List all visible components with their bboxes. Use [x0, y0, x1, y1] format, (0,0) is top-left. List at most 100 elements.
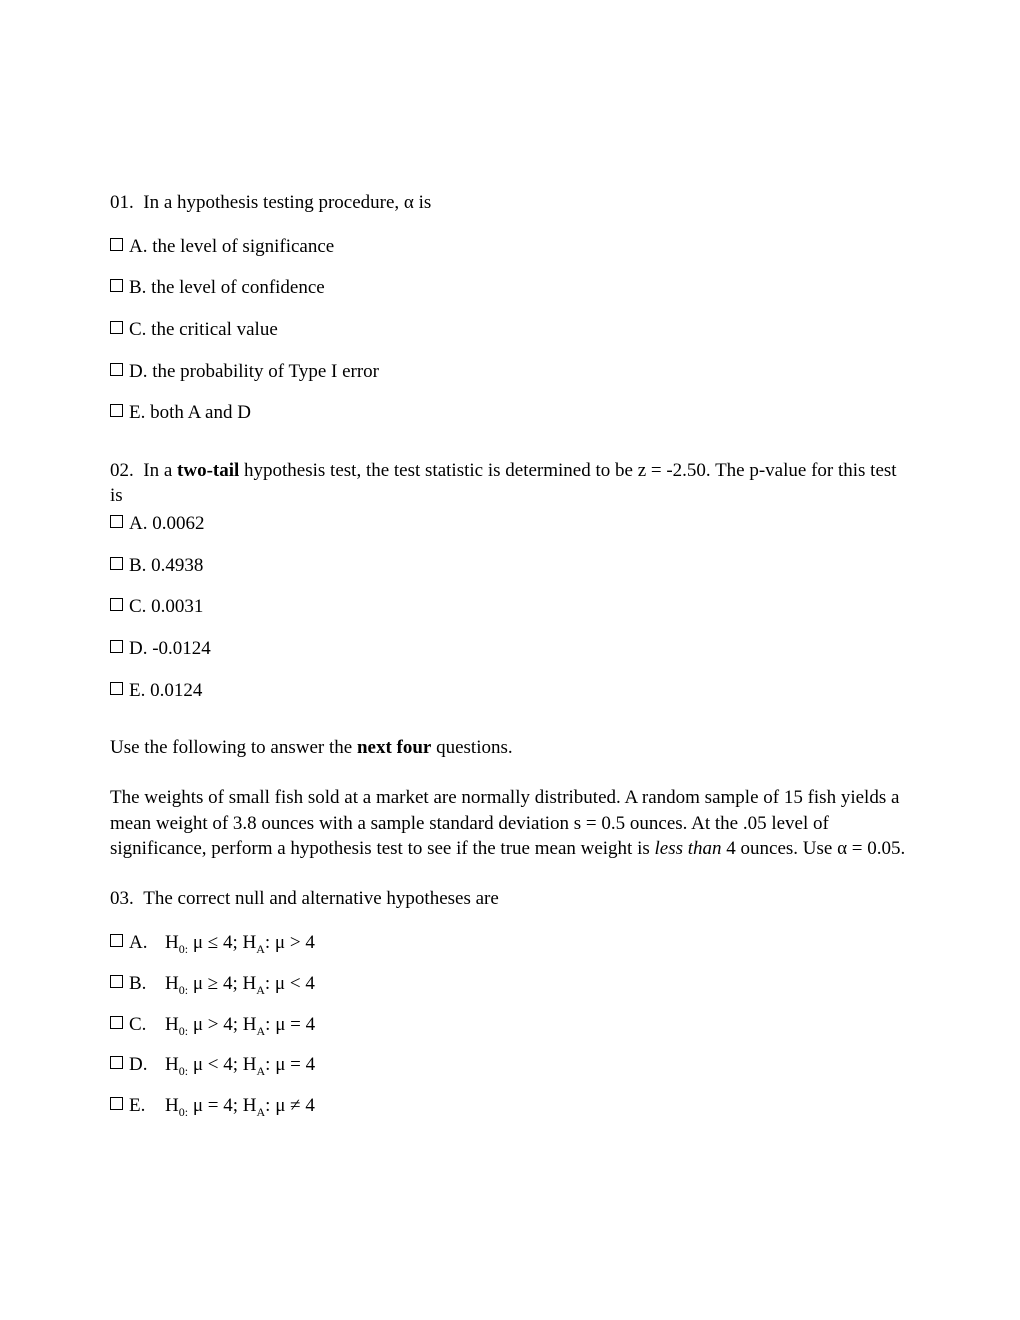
ha-sub: A	[257, 1064, 266, 1078]
h0-label: H	[165, 1014, 179, 1035]
question-1: 01. In a hypothesis testing procedure, α…	[110, 190, 910, 426]
q3-e-ha: μ ≠ 4	[275, 1095, 315, 1116]
checkbox-icon[interactable]	[110, 363, 123, 376]
instruction-pre: Use the following to answer the	[110, 737, 357, 758]
q1-option-d[interactable]: D. the probability of Type I error	[110, 359, 910, 385]
colon: :	[265, 932, 275, 953]
q3-d-h0: μ < 4	[193, 1054, 233, 1075]
checkbox-icon[interactable]	[110, 515, 123, 528]
q3-option-a[interactable]: A.H0: μ ≤ 4; HA: μ > 4	[110, 930, 910, 957]
checkbox-icon[interactable]	[110, 934, 123, 947]
colon: :	[265, 973, 275, 994]
h0-label: H	[165, 973, 179, 994]
ha-sub: A	[256, 982, 265, 996]
checkbox-icon[interactable]	[110, 557, 123, 570]
q3-option-a-label: A.H0: μ ≤ 4; HA: μ > 4	[129, 930, 315, 957]
h0-sub: 0:	[179, 1105, 188, 1119]
checkbox-icon[interactable]	[110, 975, 123, 988]
q3-letter: A.	[129, 930, 165, 956]
q3-letter: B.	[129, 971, 165, 997]
ha-label: H	[243, 1095, 257, 1116]
colon: :	[265, 1095, 275, 1116]
checkbox-icon[interactable]	[110, 321, 123, 334]
q2-bold: two-tail	[177, 460, 239, 481]
sep: ;	[232, 932, 242, 953]
q1-option-c-label: C. the critical value	[129, 317, 278, 343]
ha-label: H	[243, 1014, 257, 1035]
q3-prompt: The correct null and alternative hypothe…	[143, 888, 499, 909]
q3-c-h0: μ > 4	[193, 1014, 233, 1035]
q3-c-ha: μ = 4	[275, 1014, 315, 1035]
q1-number: 01.	[110, 192, 134, 213]
ha-label: H	[243, 1054, 257, 1075]
q3-option-d[interactable]: D.H0: μ < 4; HA: μ = 4	[110, 1052, 910, 1079]
q1-option-b[interactable]: B. the level of confidence	[110, 275, 910, 301]
checkbox-icon[interactable]	[110, 640, 123, 653]
instruction-post: questions.	[431, 737, 512, 758]
h0-sub: 0:	[179, 1023, 188, 1037]
q2-option-a-label: A. 0.0062	[129, 511, 204, 537]
q3-a-h0: μ ≤ 4	[193, 932, 233, 953]
checkbox-icon[interactable]	[110, 1056, 123, 1069]
q3-number: 03.	[110, 888, 134, 909]
q1-option-a-label: A. the level of significance	[129, 234, 334, 260]
q1-option-c[interactable]: C. the critical value	[110, 317, 910, 343]
q3-b-ha: μ < 4	[275, 973, 315, 994]
h0-label: H	[165, 932, 179, 953]
question-1-text: 01. In a hypothesis testing procedure, α…	[110, 190, 910, 216]
q3-option-c[interactable]: C.H0: μ > 4; HA: μ = 4	[110, 1012, 910, 1039]
checkbox-icon[interactable]	[110, 682, 123, 695]
q3-letter: C.	[129, 1012, 165, 1038]
q3-option-c-label: C.H0: μ > 4; HA: μ = 4	[129, 1012, 315, 1039]
h0-label: H	[165, 1095, 179, 1116]
instruction-bold: next four	[357, 737, 431, 758]
q2-option-d[interactable]: D. -0.0124	[110, 636, 910, 662]
q1-prompt: In a hypothesis testing procedure, α is	[143, 192, 431, 213]
q3-option-e-label: E.H0: μ = 4; HA: μ ≠ 4	[129, 1093, 315, 1120]
q2-option-e-label: E. 0.0124	[129, 678, 202, 704]
q2-option-d-label: D. -0.0124	[129, 636, 211, 662]
q2-pre: In a	[143, 460, 177, 481]
h0-sub: 0:	[179, 941, 188, 955]
scenario-text: The weights of small fish sold at a mark…	[110, 785, 910, 862]
h0-label: H	[165, 1054, 179, 1075]
h0-sub: 0:	[179, 982, 188, 996]
q1-option-a[interactable]: A. the level of significance	[110, 234, 910, 260]
checkbox-icon[interactable]	[110, 279, 123, 292]
question-2: 02. In a two-tail hypothesis test, the t…	[110, 458, 910, 703]
q3-e-h0: μ = 4	[193, 1095, 233, 1116]
sep: ;	[233, 1054, 243, 1075]
q2-option-c[interactable]: C. 0.0031	[110, 594, 910, 620]
sep: ;	[232, 973, 242, 994]
ha-sub: A	[257, 1105, 266, 1119]
colon: :	[265, 1054, 275, 1075]
checkbox-icon[interactable]	[110, 1097, 123, 1110]
q1-option-d-label: D. the probability of Type I error	[129, 359, 379, 385]
sep: ;	[233, 1014, 243, 1035]
ha-sub: A	[257, 1023, 266, 1037]
q2-option-b[interactable]: B. 0.4938	[110, 553, 910, 579]
checkbox-icon[interactable]	[110, 238, 123, 251]
q3-option-b[interactable]: B.H0: μ ≥ 4; HA: μ < 4	[110, 971, 910, 998]
q3-letter: E.	[129, 1093, 165, 1119]
q3-a-ha: μ > 4	[275, 932, 315, 953]
checkbox-icon[interactable]	[110, 1016, 123, 1029]
q3-b-h0: μ ≥ 4	[193, 973, 233, 994]
checkbox-icon[interactable]	[110, 598, 123, 611]
q1-option-b-label: B. the level of confidence	[129, 275, 325, 301]
q2-option-e[interactable]: E. 0.0124	[110, 678, 910, 704]
q3-letter: D.	[129, 1052, 165, 1078]
q1-option-e-label: E. both A and D	[129, 400, 251, 426]
q2-option-a[interactable]: A. 0.0062	[110, 511, 910, 537]
ha-label: H	[242, 932, 256, 953]
ha-label: H	[242, 973, 256, 994]
scenario-post: 4 ounces. Use α = 0.05.	[722, 838, 906, 859]
q2-option-c-label: C. 0.0031	[129, 594, 203, 620]
q1-option-e[interactable]: E. both A and D	[110, 400, 910, 426]
q3-option-b-label: B.H0: μ ≥ 4; HA: μ < 4	[129, 971, 315, 998]
instruction-text: Use the following to answer the next fou…	[110, 735, 910, 761]
ha-sub: A	[256, 941, 265, 955]
q3-option-e[interactable]: E.H0: μ = 4; HA: μ ≠ 4	[110, 1093, 910, 1120]
question-2-text: 02. In a two-tail hypothesis test, the t…	[110, 458, 910, 509]
checkbox-icon[interactable]	[110, 404, 123, 417]
